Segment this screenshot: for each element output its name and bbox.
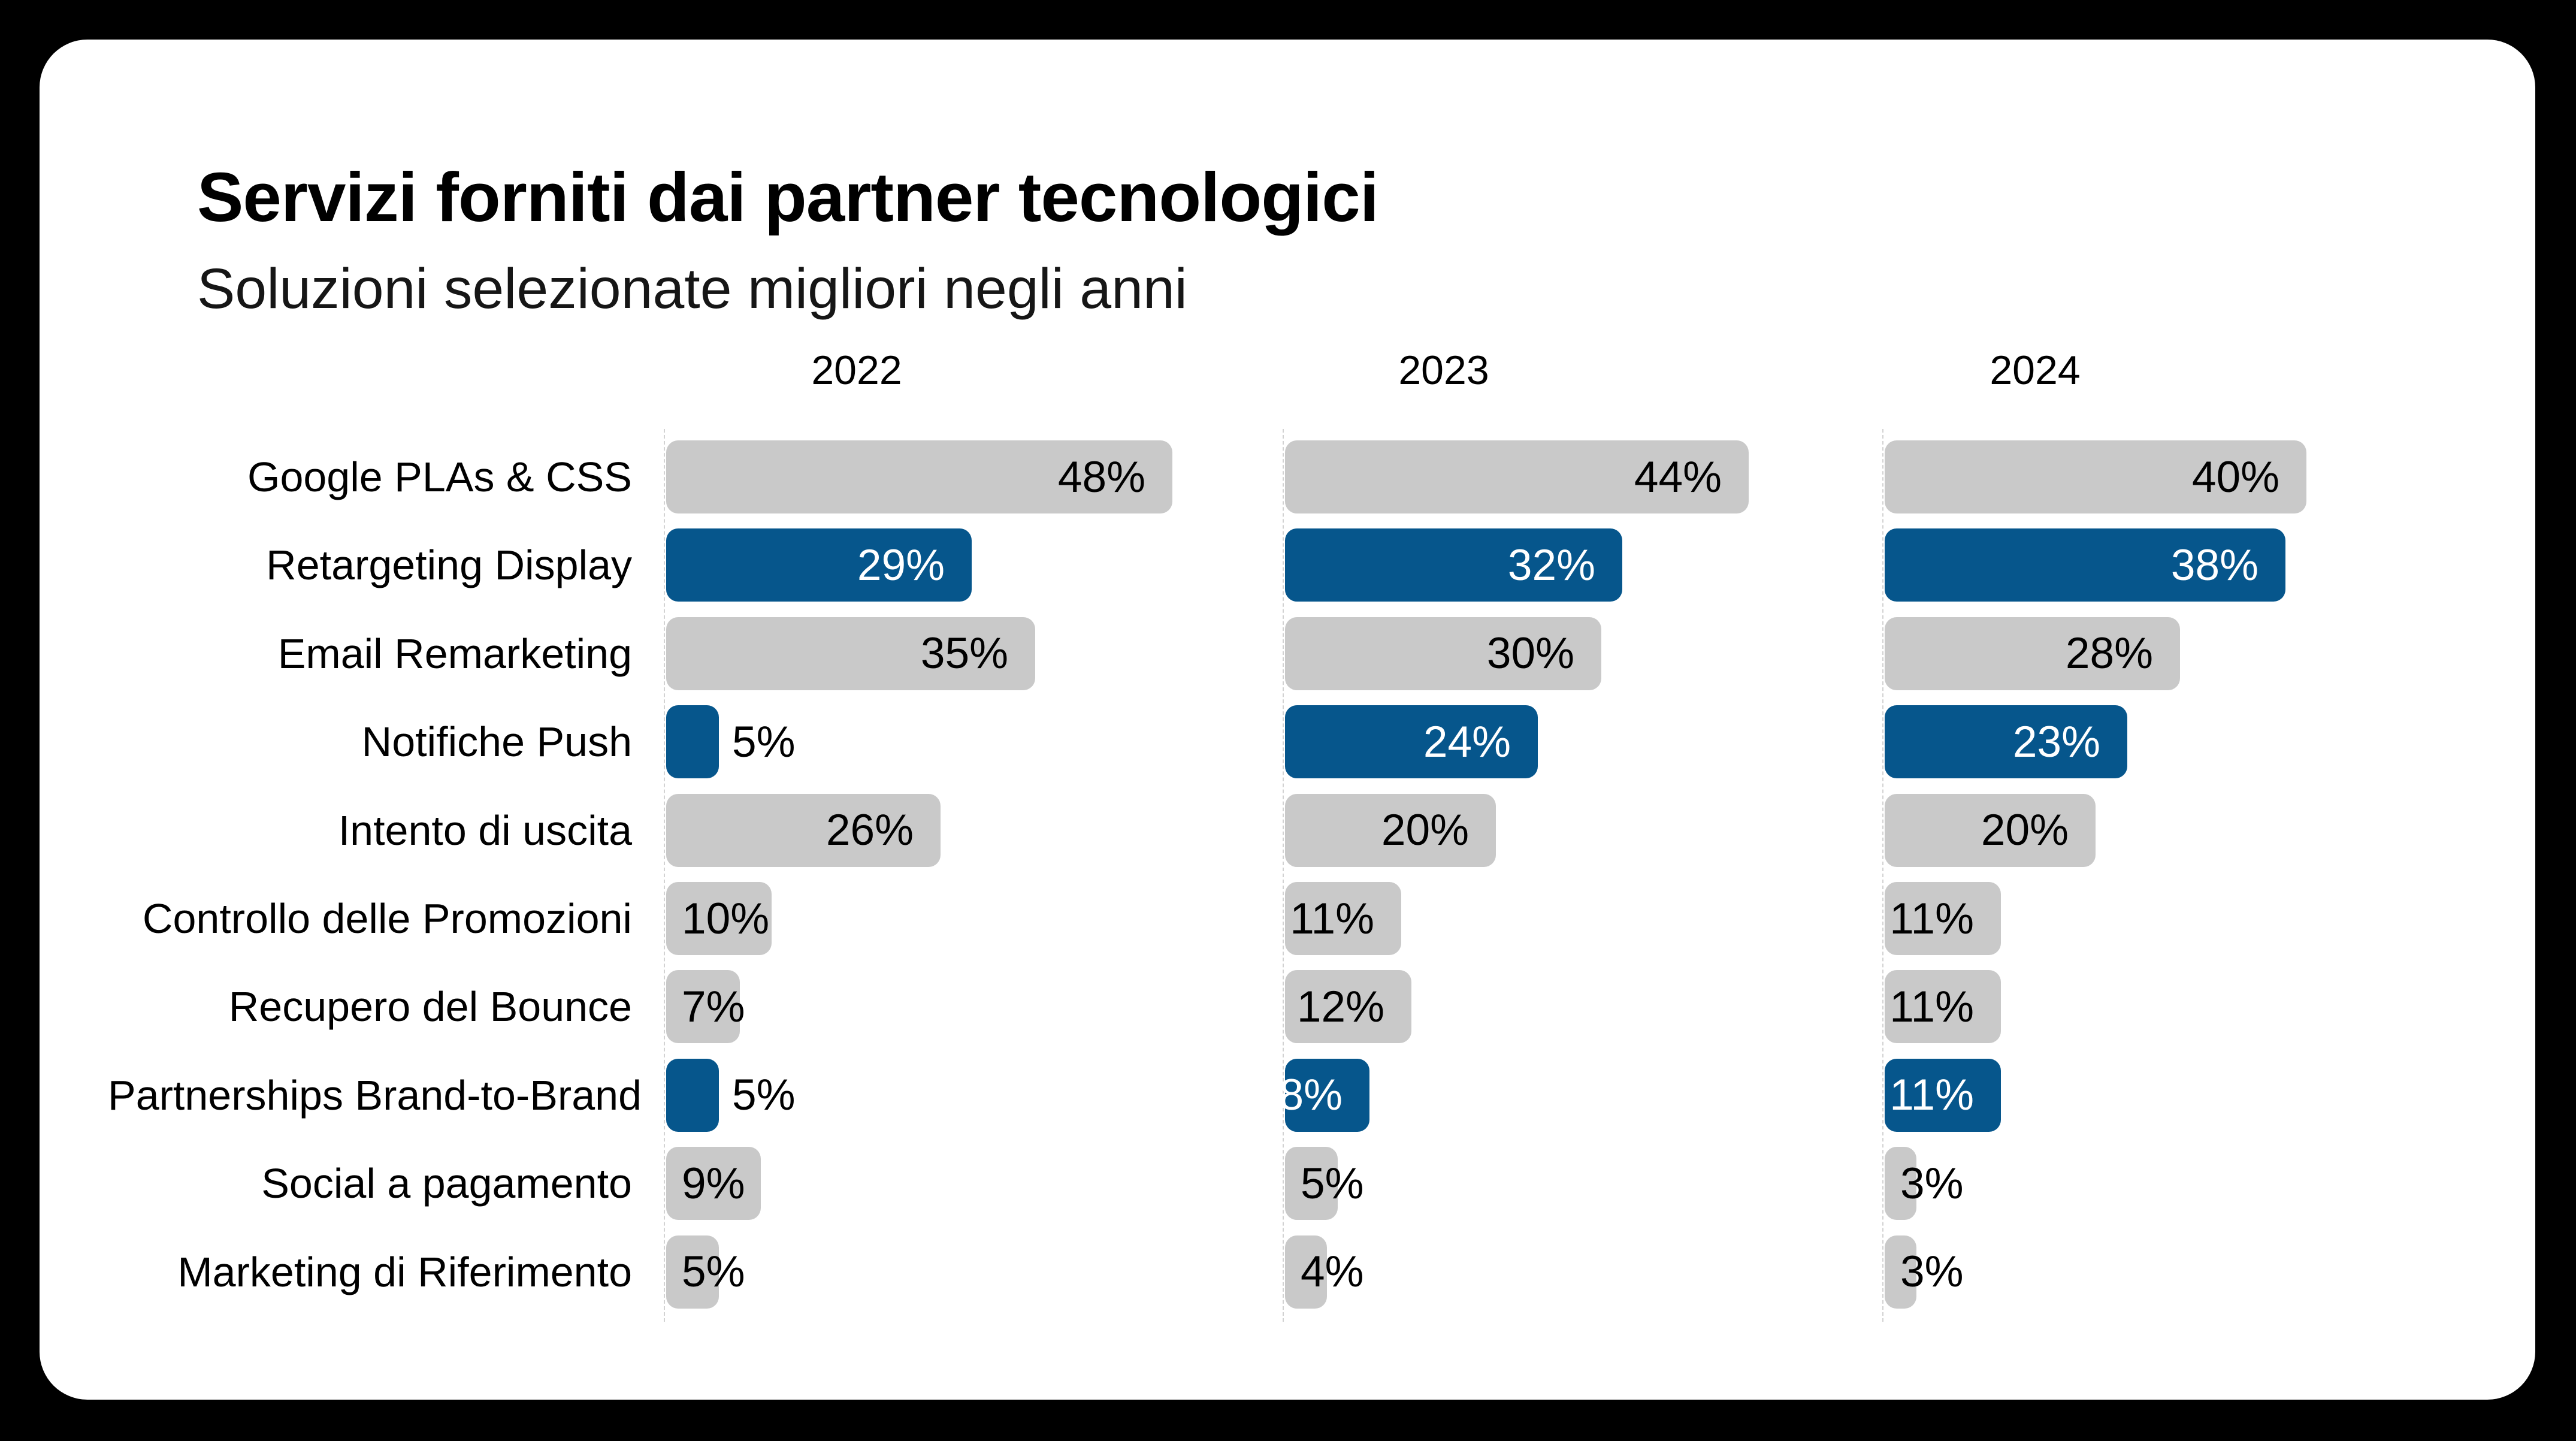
bar-2023-Recupero del Bounce: 12% (1285, 970, 1411, 1044)
bar-2022-Email Remarketing: 35% (666, 617, 1035, 690)
year-header-2022: 2022 (811, 348, 902, 393)
bar-value-label: 20% (1381, 806, 1469, 855)
chart-card: Servizi forniti dai partner tecnologici … (40, 40, 2535, 1400)
category-label: Marketing di Riferimento (177, 1248, 632, 1295)
bar-2022-Intento di uscita: 26% (666, 793, 941, 867)
bar-value-label: 9% (682, 1159, 745, 1208)
bar-2022-Google PLAs & CSS: 48% (666, 440, 1172, 513)
bar-value-label: 32% (1507, 540, 1595, 590)
bar-value-label: 26% (826, 806, 914, 855)
category-label: Partnerships Brand-to-Brand (108, 1071, 642, 1119)
bar-value-label: 20% (1981, 806, 2069, 855)
axis-line-2022 (664, 429, 665, 1322)
bar-value-label: 24% (1423, 717, 1511, 766)
bar-value-label: 5% (732, 717, 796, 766)
year-header-2024: 2024 (1990, 348, 2081, 393)
category-label: Retargeting Display (266, 542, 632, 589)
bar-2024-Email Remarketing: 28% (1885, 617, 2180, 690)
bar-2023-Retargeting Display: 32% (1285, 528, 1622, 602)
bar-value-label: 10% (682, 894, 770, 943)
category-label: Recupero del Bounce (228, 983, 632, 1031)
bar-value-label: 23% (2012, 717, 2100, 766)
bar-2023-Marketing di Riferimento (1285, 1235, 1327, 1309)
chart-subtitle: Soluzioni selezionate migliori negli ann… (197, 257, 1187, 321)
bar-value-label: 11% (1889, 894, 1974, 943)
category-label: Google PLAs & CSS (247, 454, 632, 500)
bar-value-label: 44% (1634, 452, 1722, 502)
bar-2022-Partnerships Brand-to-Brand (666, 1058, 719, 1132)
bar-value-label: 5% (732, 1071, 796, 1120)
bar-value-label: 8% (1279, 1071, 1343, 1120)
bar-value-label: 48% (1057, 452, 1145, 502)
category-label: Social a pagamento (261, 1160, 632, 1207)
bar-value-label: 3% (1900, 1247, 1964, 1297)
bar-value-label: 11% (1290, 894, 1374, 943)
bar-value-label: 38% (2170, 540, 2258, 590)
bar-value-label: 11% (1889, 982, 1974, 1031)
bar-2023-Notifiche Push: 24% (1285, 705, 1538, 779)
bar-2022-Controllo delle Promozioni (666, 882, 772, 955)
bar-2024-Intento di uscita: 20% (1885, 793, 2096, 867)
bar-2023-Controllo delle Promozioni: 11% (1285, 882, 1401, 955)
bar-value-label: 30% (1486, 629, 1574, 678)
bar-2023-Partnerships Brand-to-Brand: 8% (1279, 1058, 1369, 1132)
category-label: Intento di uscita (338, 806, 632, 854)
bar-value-label: 11% (1889, 1071, 1974, 1120)
bar-value-label: 7% (682, 982, 745, 1031)
bar-2023-Google PLAs & CSS: 44% (1285, 440, 1749, 513)
category-label: Email Remarketing (277, 630, 632, 677)
bar-2022-Retargeting Display: 29% (666, 528, 972, 602)
bar-value-label: 12% (1296, 982, 1384, 1031)
bar-value-label: 5% (682, 1247, 745, 1297)
bar-value-label: 4% (1301, 1247, 1364, 1297)
bar-value-label: 40% (2191, 452, 2279, 502)
bar-2024-Partnerships Brand-to-Brand: 11% (1885, 1058, 2001, 1132)
bar-2022-Notifiche Push (666, 705, 719, 779)
bar-2024-Marketing di Riferimento (1885, 1235, 1916, 1309)
bar-2022-Marketing di Riferimento (666, 1235, 719, 1309)
bar-2024-Social a pagamento (1885, 1147, 1916, 1221)
bar-2022-Social a pagamento (666, 1147, 761, 1221)
bar-2023-Email Remarketing: 30% (1285, 617, 1601, 690)
chart-title: Servizi forniti dai partner tecnologici (197, 158, 1379, 236)
axis-line-2023 (1283, 429, 1284, 1322)
bar-value-label: 28% (2065, 629, 2153, 678)
category-label: Notifiche Push (361, 718, 632, 766)
bar-2023-Social a pagamento (1285, 1147, 1338, 1221)
axis-line-2024 (1882, 429, 1883, 1322)
year-header-2023: 2023 (1398, 348, 1489, 393)
bar-2024-Notifiche Push: 23% (1885, 705, 2127, 779)
bar-value-label: 5% (1301, 1159, 1364, 1208)
category-label: Controllo delle Promozioni (142, 895, 632, 942)
bar-2024-Recupero del Bounce: 11% (1885, 970, 2001, 1044)
bar-value-label: 35% (920, 629, 1008, 678)
bar-2023-Intento di uscita: 20% (1285, 793, 1496, 867)
bar-value-label: 29% (857, 540, 945, 590)
bar-2022-Recupero del Bounce (666, 970, 740, 1044)
bar-2024-Retargeting Display: 38% (1885, 528, 2285, 602)
bar-2024-Controllo delle Promozioni: 11% (1885, 882, 2001, 955)
bar-value-label: 3% (1900, 1159, 1964, 1208)
bar-2024-Google PLAs & CSS: 40% (1885, 440, 2306, 513)
